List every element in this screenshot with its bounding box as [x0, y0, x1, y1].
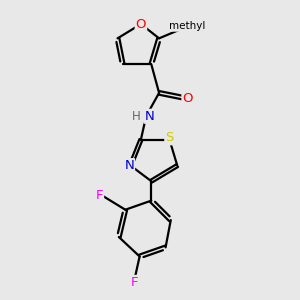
Text: O: O — [136, 18, 146, 31]
Text: F: F — [96, 189, 103, 202]
Text: N: N — [124, 159, 134, 172]
Text: H: H — [132, 110, 141, 123]
Text: O: O — [182, 92, 193, 105]
Text: S: S — [165, 131, 174, 144]
Text: N: N — [144, 110, 154, 123]
Text: F: F — [131, 276, 138, 289]
Text: methyl: methyl — [169, 21, 206, 31]
